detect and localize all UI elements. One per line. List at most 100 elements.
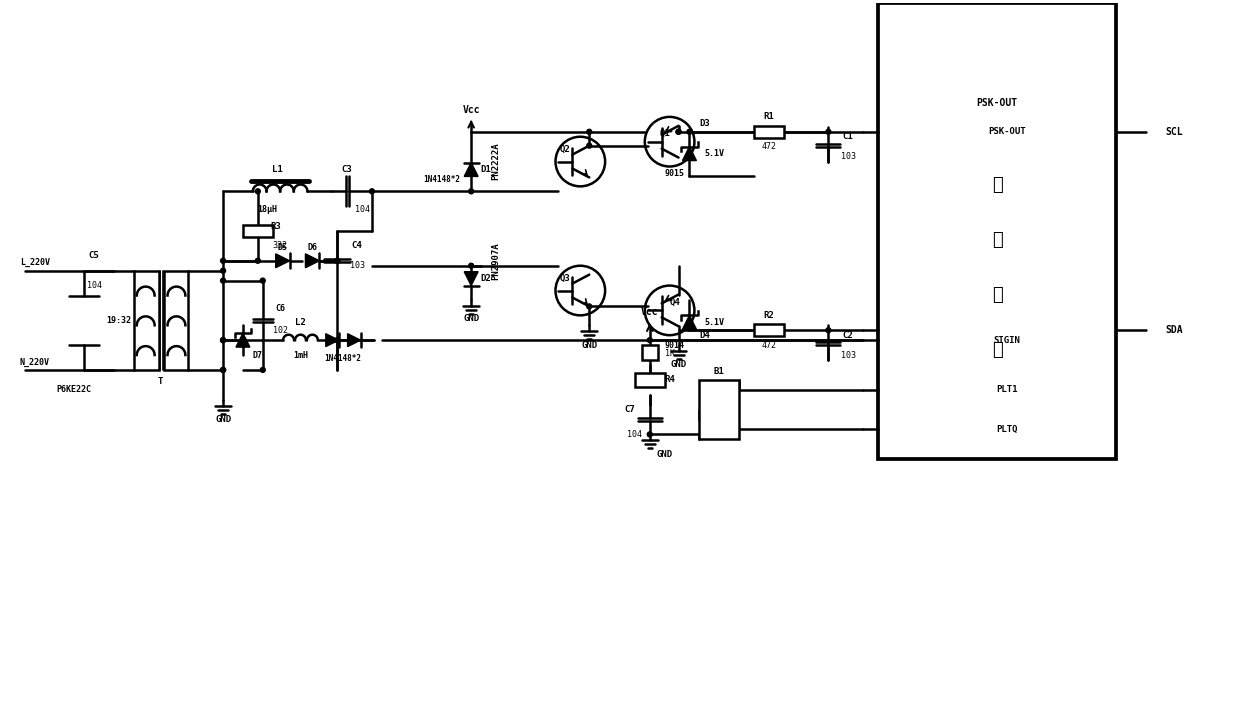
Circle shape	[370, 189, 374, 194]
Text: C1: C1	[843, 132, 853, 141]
Circle shape	[556, 266, 605, 315]
Polygon shape	[347, 333, 361, 346]
Circle shape	[826, 328, 831, 333]
Text: C5: C5	[89, 251, 99, 261]
Text: L2: L2	[295, 318, 306, 327]
Text: 103: 103	[841, 351, 856, 359]
Text: 332: 332	[272, 241, 288, 251]
Text: PN2222A: PN2222A	[491, 143, 501, 180]
Text: C4: C4	[352, 241, 362, 251]
Text: 472: 472	[761, 341, 776, 350]
Text: 103: 103	[350, 261, 365, 270]
Text: 1N4148*2: 1N4148*2	[423, 175, 460, 184]
Text: 103: 103	[841, 152, 856, 161]
Text: D3: D3	[699, 120, 709, 128]
Circle shape	[221, 338, 226, 343]
Text: 波: 波	[992, 231, 1002, 249]
Text: Vcc: Vcc	[463, 105, 480, 115]
Polygon shape	[236, 333, 250, 347]
Text: GND: GND	[463, 314, 479, 323]
Circle shape	[687, 130, 692, 134]
Circle shape	[587, 143, 591, 148]
Circle shape	[647, 338, 652, 343]
Text: SCL: SCL	[1166, 127, 1183, 137]
Text: PLTQ: PLTQ	[996, 425, 1018, 434]
Circle shape	[335, 338, 340, 343]
Text: R2: R2	[764, 311, 774, 320]
Text: Q4: Q4	[670, 298, 680, 307]
Polygon shape	[682, 147, 697, 161]
Text: GND: GND	[582, 341, 598, 350]
Text: D7: D7	[253, 351, 263, 359]
Polygon shape	[682, 315, 697, 329]
Circle shape	[255, 189, 260, 194]
Text: 104: 104	[627, 430, 642, 439]
Text: 102: 102	[273, 325, 288, 335]
Text: PN2907A: PN2907A	[491, 242, 501, 279]
Circle shape	[587, 130, 591, 134]
Text: D1: D1	[481, 165, 491, 174]
Text: Q1: Q1	[660, 130, 670, 138]
Bar	[754, 126, 784, 138]
Circle shape	[221, 338, 226, 343]
Text: 9014: 9014	[665, 341, 684, 350]
Circle shape	[221, 269, 226, 273]
Polygon shape	[275, 254, 290, 268]
Text: SDA: SDA	[1166, 325, 1183, 336]
Bar	[754, 324, 784, 336]
Circle shape	[221, 258, 226, 264]
Circle shape	[645, 286, 694, 336]
Text: T: T	[157, 377, 164, 387]
Text: C3: C3	[342, 165, 352, 174]
Text: 载: 载	[992, 176, 1002, 194]
Text: PSK-OUT: PSK-OUT	[977, 98, 1018, 108]
Circle shape	[335, 258, 340, 264]
Text: L1: L1	[273, 165, 283, 174]
Text: D6: D6	[308, 243, 317, 253]
Text: 芯: 芯	[992, 286, 1002, 304]
Text: 9015: 9015	[665, 169, 684, 178]
Circle shape	[676, 130, 681, 134]
Text: 1mH: 1mH	[293, 351, 308, 359]
Text: PSK-OUT: PSK-OUT	[988, 127, 1025, 136]
Text: 1K: 1K	[665, 348, 675, 358]
Circle shape	[469, 189, 474, 194]
Text: 1N4148*2: 1N4148*2	[325, 354, 362, 362]
Text: Q3: Q3	[560, 274, 570, 283]
Bar	[642, 345, 657, 360]
Text: PLT1: PLT1	[996, 385, 1018, 395]
Circle shape	[260, 367, 265, 372]
Text: 片: 片	[992, 341, 1002, 359]
Text: R3: R3	[270, 222, 281, 230]
Text: 472: 472	[761, 142, 776, 151]
Text: R4: R4	[665, 375, 675, 384]
Text: GND: GND	[657, 450, 673, 459]
Polygon shape	[326, 333, 339, 346]
Bar	[878, 3, 1116, 459]
Text: D5: D5	[278, 243, 288, 253]
Text: C6: C6	[275, 304, 285, 313]
Circle shape	[469, 264, 474, 269]
Text: B1: B1	[714, 367, 724, 377]
Text: L_220V: L_220V	[20, 258, 50, 267]
Circle shape	[221, 367, 226, 372]
Text: D4: D4	[699, 330, 709, 340]
Bar	[134, 271, 159, 370]
Text: GND: GND	[671, 361, 687, 369]
Circle shape	[221, 278, 226, 283]
Polygon shape	[464, 163, 479, 176]
Circle shape	[556, 137, 605, 186]
Circle shape	[221, 367, 226, 372]
Circle shape	[826, 130, 831, 134]
Text: Vcc: Vcc	[641, 307, 658, 318]
Bar	[164, 271, 188, 370]
Text: 104: 104	[355, 204, 370, 214]
Text: 104: 104	[87, 281, 102, 290]
Text: C2: C2	[843, 330, 853, 340]
Circle shape	[255, 258, 260, 264]
Polygon shape	[464, 271, 479, 286]
Text: C7: C7	[625, 405, 635, 414]
Text: R1: R1	[764, 112, 774, 122]
Bar	[243, 225, 273, 237]
Circle shape	[645, 117, 694, 166]
